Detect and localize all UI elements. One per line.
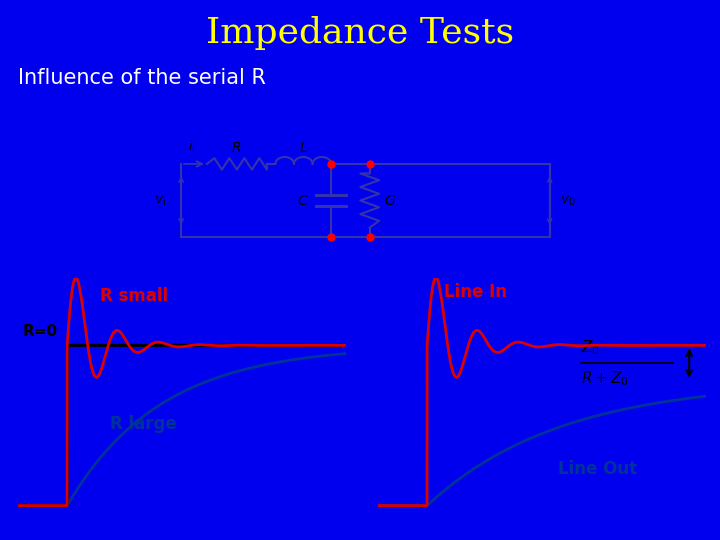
Text: C: C (298, 193, 307, 207)
Text: Impedance Tests: Impedance Tests (206, 16, 514, 50)
Text: $i_{\rm i}$: $i_{\rm i}$ (189, 139, 196, 155)
Text: $v_{\rm 0}$: $v_{\rm 0}$ (560, 193, 576, 208)
Text: R large: R large (109, 415, 176, 433)
Text: Line In: Line In (444, 284, 507, 301)
Text: Line Out: Line Out (558, 460, 637, 477)
Text: Influence of the serial R: Influence of the serial R (18, 68, 266, 87)
Text: $Z_0$: $Z_0$ (581, 338, 600, 356)
Text: R small: R small (100, 287, 168, 305)
Text: L: L (300, 141, 307, 155)
Text: $v_{\rm i}$: $v_{\rm i}$ (154, 193, 166, 208)
Text: $R+Z_0$: $R+Z_0$ (581, 369, 629, 388)
Text: R=0: R=0 (23, 324, 58, 339)
Text: R: R (232, 141, 242, 155)
Text: G: G (384, 193, 395, 207)
